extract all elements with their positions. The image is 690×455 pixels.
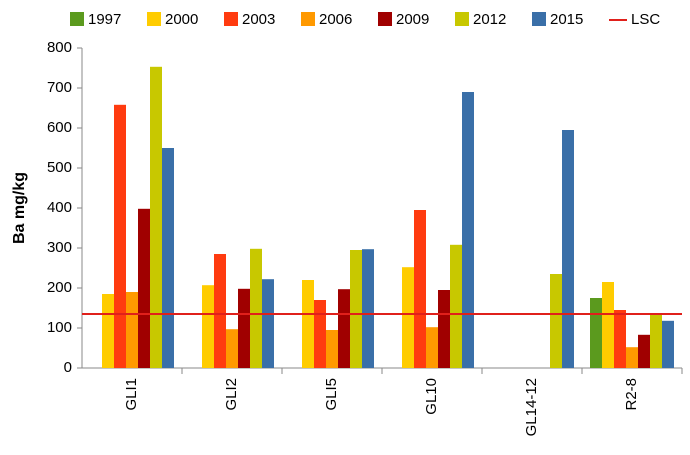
y-tick-label: 800 xyxy=(47,39,72,56)
legend-label: 2003 xyxy=(242,11,275,28)
y-tick-label: 400 xyxy=(47,199,72,216)
bar xyxy=(414,210,426,368)
bar xyxy=(626,347,638,368)
legend-swatch xyxy=(301,12,315,26)
bar xyxy=(462,92,474,368)
x-tick-label: GL14-12 xyxy=(523,378,540,436)
legend-swatch xyxy=(147,12,161,26)
bar xyxy=(438,290,450,368)
legend-label: 2015 xyxy=(550,11,583,28)
bar xyxy=(614,310,626,368)
bar xyxy=(302,280,314,368)
bar xyxy=(338,289,350,368)
x-tick-label: GLI1 xyxy=(123,378,140,411)
bar xyxy=(326,330,338,368)
bar xyxy=(202,285,214,368)
bar xyxy=(126,292,138,368)
y-axis-label: Ba mg/kg xyxy=(11,172,28,244)
bar xyxy=(238,288,250,368)
legend-label: 1997 xyxy=(88,11,121,28)
x-tick-label: R2-8 xyxy=(623,378,640,411)
bar xyxy=(602,282,614,368)
legend-label: 2012 xyxy=(473,11,506,28)
x-tick-label: GL10 xyxy=(423,378,440,415)
bar xyxy=(562,130,574,368)
bar xyxy=(450,244,462,368)
bar xyxy=(662,320,674,368)
y-tick-label: 300 xyxy=(47,239,72,256)
y-tick-label: 0 xyxy=(64,359,72,376)
y-tick-label: 200 xyxy=(47,279,72,296)
bar xyxy=(650,314,662,368)
bar xyxy=(362,249,374,368)
bar xyxy=(226,329,238,368)
legend-label: 2006 xyxy=(319,11,352,28)
legend-label: 2009 xyxy=(396,11,429,28)
legend-swatch xyxy=(532,12,546,26)
bar xyxy=(350,250,362,368)
bar xyxy=(214,254,226,368)
bar xyxy=(250,248,262,368)
bar xyxy=(162,148,174,368)
bar xyxy=(402,267,414,368)
legend-label: LSC xyxy=(631,11,660,28)
bar xyxy=(262,279,274,368)
bar xyxy=(114,104,126,369)
legend-swatch xyxy=(455,12,469,26)
bar xyxy=(426,327,438,368)
y-tick-label: 700 xyxy=(47,79,72,96)
bar xyxy=(550,274,562,368)
y-tick-label: 100 xyxy=(47,319,72,336)
bar xyxy=(150,66,162,369)
legend-swatch xyxy=(224,12,238,26)
y-tick-label: 500 xyxy=(47,159,72,176)
bar xyxy=(314,300,326,368)
bar xyxy=(638,334,650,368)
x-tick-label: GLI2 xyxy=(223,378,240,411)
bar xyxy=(590,298,602,368)
bar xyxy=(138,208,150,368)
legend-label: 2000 xyxy=(165,11,198,28)
y-tick-label: 600 xyxy=(47,119,72,136)
legend-swatch xyxy=(378,12,392,26)
legend-swatch xyxy=(70,12,84,26)
x-tick-label: GLI5 xyxy=(323,378,340,411)
bar xyxy=(102,294,114,368)
